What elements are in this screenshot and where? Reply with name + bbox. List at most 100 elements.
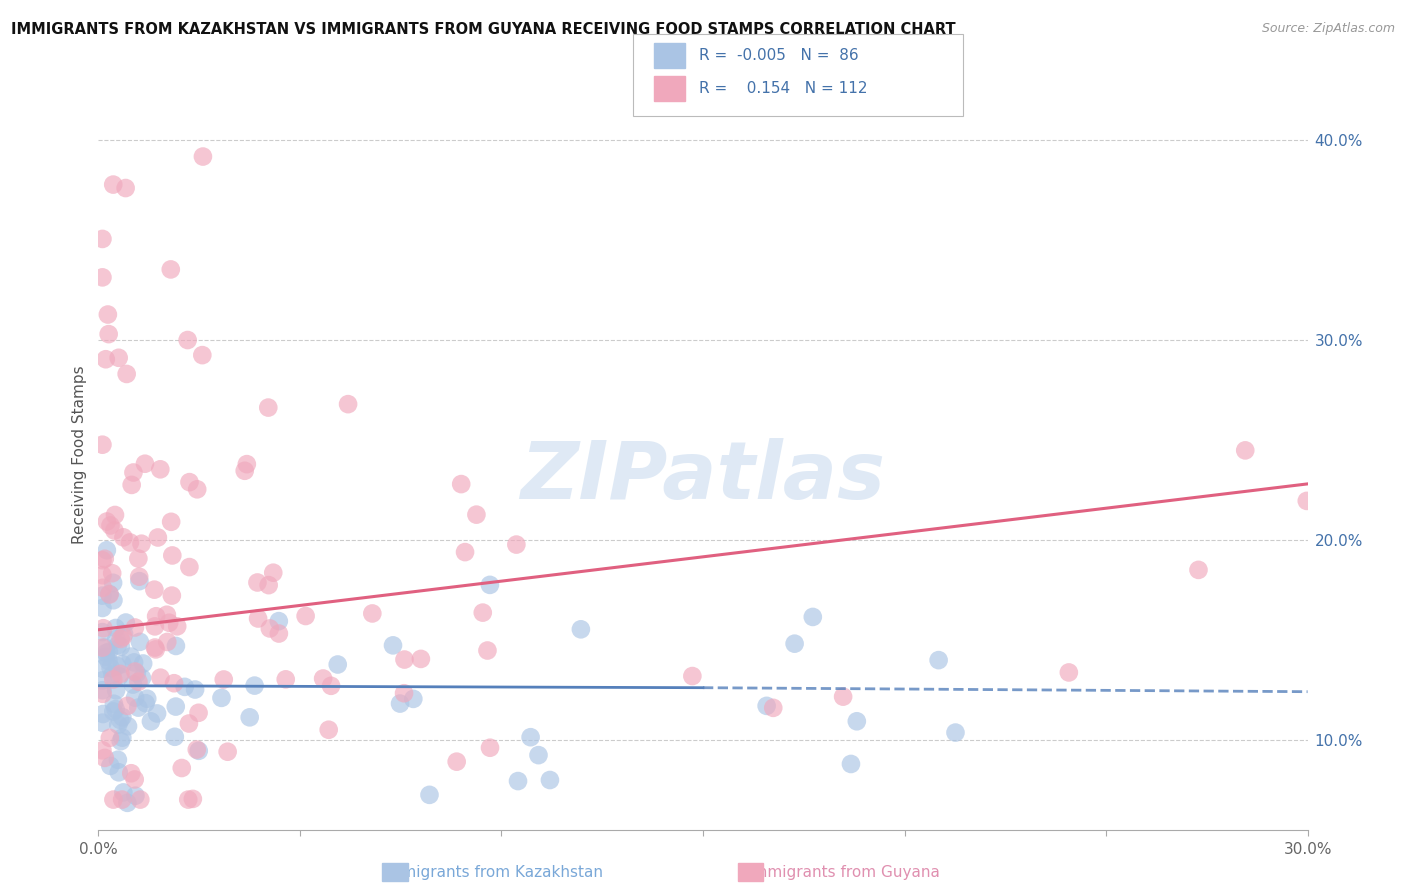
Point [101,668,124,682]
Point [105,659,128,673]
Point [519,730,541,744]
Point [177,792,200,806]
Point [262,566,284,580]
Point [257,401,280,415]
Point [101,575,124,590]
Point [506,774,529,789]
Point [274,673,297,687]
Point [91,743,114,757]
Point [111,657,134,672]
Point [107,351,129,365]
Point [98,759,121,773]
Point [318,723,340,737]
Point [122,656,145,670]
Point [1234,443,1257,458]
Point [236,457,259,471]
Point [505,538,527,552]
Point [91,270,114,285]
Point [392,686,415,700]
Point [186,483,208,497]
Point [127,700,149,714]
Point [243,679,266,693]
Point [176,333,198,347]
Point [454,545,477,559]
Point [96,515,118,529]
Point [801,610,824,624]
Point [97,327,120,342]
Text: Source: ZipAtlas.com: Source: ZipAtlas.com [1261,22,1395,36]
Point [165,639,187,653]
Point [97,654,120,668]
Point [124,665,146,679]
Point [146,706,169,721]
Point [108,669,131,683]
Point [111,731,134,745]
Point [128,570,150,584]
Point [143,582,166,597]
Point [118,535,141,549]
Point [131,671,153,685]
Point [163,730,186,744]
Point [143,640,166,655]
Point [91,625,114,640]
Point [120,766,142,780]
Point [527,748,550,763]
Point [191,150,214,164]
Point [110,632,132,646]
Text: ZIPatlas: ZIPatlas [520,438,886,516]
Point [105,632,128,646]
Point [928,653,950,667]
Point [471,606,494,620]
Point [91,581,114,595]
Point [1295,494,1317,508]
Point [145,609,167,624]
Point [91,601,114,615]
Point [170,761,193,775]
Point [187,706,209,720]
Point [247,611,270,625]
Point [91,553,114,567]
Point [94,551,117,566]
Point [127,674,149,689]
Point [91,438,114,452]
Point [100,518,122,533]
Point [389,697,412,711]
Point [134,457,156,471]
Text: Immigrants from Kazakhstan: Immigrants from Kazakhstan [381,865,603,880]
Point [319,679,342,693]
Point [157,615,180,630]
Point [179,475,201,490]
Point [839,756,862,771]
Point [569,623,592,637]
Point [156,607,179,622]
Point [184,682,207,697]
Point [382,638,405,652]
Point [149,671,172,685]
Point [446,755,468,769]
Point [257,578,280,592]
Point [110,667,132,681]
Point [1187,563,1209,577]
Point [91,673,114,688]
Point [129,792,152,806]
Point [112,630,135,644]
Point [132,657,155,671]
Point [418,788,440,802]
Point [112,626,135,640]
Point [163,676,186,690]
Point [97,645,120,659]
Point [121,478,143,492]
Point [105,683,128,698]
Point [103,524,125,538]
Point [91,683,114,698]
Point [186,742,208,756]
Point [91,232,114,246]
Point [120,649,142,664]
Point [402,691,425,706]
Text: R =    0.154   N = 112: R = 0.154 N = 112 [699,80,868,95]
Point [115,367,138,381]
Point [409,652,432,666]
Point [107,638,129,652]
Point [103,792,125,806]
Point [122,466,145,480]
